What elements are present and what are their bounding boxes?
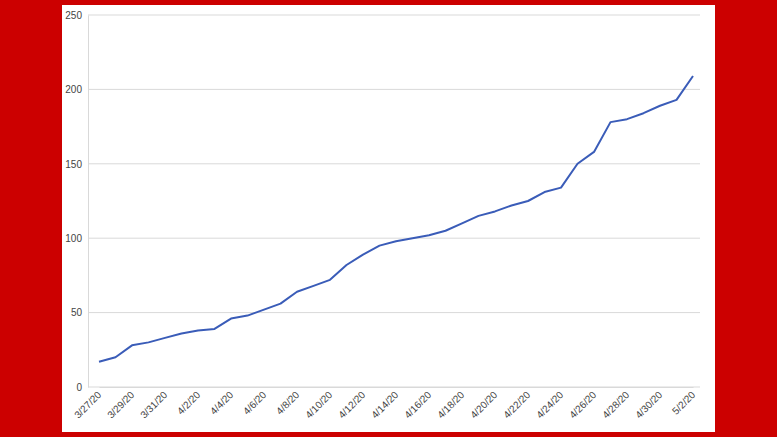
grid-line bbox=[88, 15, 700, 16]
x-tick: 3/31/20 bbox=[138, 387, 170, 420]
y-tick-label: 250 bbox=[65, 10, 82, 21]
x-tick: 5/2/20 bbox=[670, 387, 698, 417]
x-tick-label: 4/22/20 bbox=[501, 389, 533, 421]
x-tick-label: 4/10/20 bbox=[303, 389, 335, 421]
y-tick: 250 bbox=[65, 10, 88, 21]
x-tick: 4/20/20 bbox=[468, 387, 500, 420]
x-tick: 3/27/20 bbox=[72, 387, 104, 420]
x-tick-label: 4/28/20 bbox=[600, 389, 632, 421]
x-tick-label: 3/27/20 bbox=[72, 389, 104, 421]
x-tick: 4/28/20 bbox=[600, 387, 632, 420]
x-tick: 4/14/20 bbox=[369, 387, 401, 420]
x-tick: 4/22/20 bbox=[501, 387, 533, 420]
chart: 0 50 100 150 200 250 3/27/203/29/203/31/204/2/… bbox=[0, 0, 777, 437]
x-tick: 4/18/20 bbox=[435, 387, 467, 420]
y-axis-line bbox=[88, 16, 89, 388]
y-tick-label: 50 bbox=[71, 307, 83, 318]
x-tick: 4/2/20 bbox=[175, 387, 203, 417]
y-tick-label: 150 bbox=[65, 159, 82, 170]
x-tick-label: 4/16/20 bbox=[402, 389, 434, 421]
x-axis: 3/27/203/29/203/31/204/2/204/4/204/6/204… bbox=[72, 387, 698, 420]
x-tick: 3/29/20 bbox=[105, 387, 137, 420]
plot-area bbox=[99, 76, 693, 362]
x-tick-label: 3/31/20 bbox=[138, 389, 170, 421]
x-tick-label: 4/20/20 bbox=[468, 389, 500, 421]
y-tick-label: 100 bbox=[65, 233, 82, 244]
y-tick: 50 bbox=[71, 307, 88, 318]
x-tick-label: 4/6/20 bbox=[241, 389, 269, 417]
x-tick: 4/10/20 bbox=[303, 387, 335, 420]
grid-line bbox=[88, 238, 700, 239]
x-tick: 4/30/20 bbox=[633, 387, 665, 420]
x-tick: 4/4/20 bbox=[208, 387, 236, 417]
x-tick-label: 3/29/20 bbox=[105, 389, 137, 421]
x-tick-label: 4/2/20 bbox=[175, 389, 203, 417]
y-tick: 100 bbox=[65, 233, 88, 244]
x-tick-label: 4/14/20 bbox=[369, 389, 401, 421]
x-tick-label: 4/18/20 bbox=[435, 389, 467, 421]
y-tick-label: 200 bbox=[65, 84, 82, 95]
y-tick: 200 bbox=[65, 84, 88, 95]
x-tick-label: 4/8/20 bbox=[274, 389, 302, 417]
x-tick: 4/16/20 bbox=[402, 387, 434, 420]
x-tick-label: 4/26/20 bbox=[567, 389, 599, 421]
y-tick: 0 bbox=[76, 382, 88, 393]
x-tick-label: 5/2/20 bbox=[670, 389, 698, 417]
grid-line bbox=[88, 387, 700, 388]
x-tick-label: 4/4/20 bbox=[208, 389, 236, 417]
x-tick: 4/24/20 bbox=[534, 387, 566, 420]
x-tick: 4/6/20 bbox=[241, 387, 269, 417]
y-axis: 0 50 100 150 200 250 bbox=[65, 10, 88, 393]
grid-line bbox=[88, 89, 700, 90]
data-line bbox=[99, 76, 693, 362]
x-tick-label: 4/24/20 bbox=[534, 389, 566, 421]
x-tick: 4/8/20 bbox=[274, 387, 302, 417]
x-tick: 4/12/20 bbox=[336, 387, 368, 420]
x-tick: 4/26/20 bbox=[567, 387, 599, 420]
grid-line bbox=[88, 312, 700, 313]
panel-background bbox=[62, 5, 715, 432]
grid bbox=[88, 15, 700, 387]
x-tick-label: 4/30/20 bbox=[633, 389, 665, 421]
x-tick-label: 4/12/20 bbox=[336, 389, 368, 421]
y-tick-label: 0 bbox=[76, 382, 82, 393]
x-axis-line bbox=[100, 387, 694, 388]
y-tick: 150 bbox=[65, 159, 88, 170]
grid-line bbox=[88, 163, 700, 164]
